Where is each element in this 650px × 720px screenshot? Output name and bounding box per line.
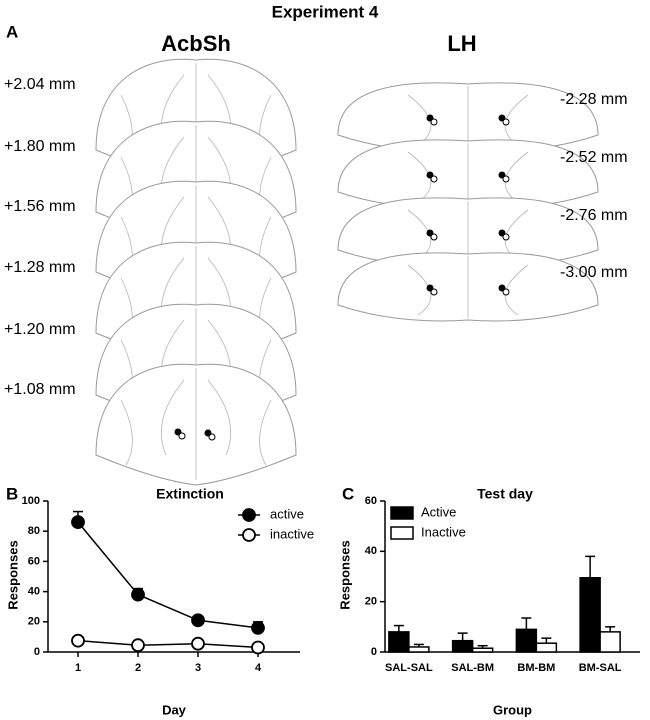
level-label: +1.56 mm bbox=[4, 198, 76, 215]
injection-site bbox=[208, 433, 216, 441]
injection-site bbox=[430, 233, 438, 241]
marker bbox=[71, 633, 85, 648]
chart-title: Test day bbox=[477, 486, 533, 502]
injection-site bbox=[502, 175, 510, 183]
x-tick-label: 2 bbox=[135, 662, 141, 674]
x-tick-label: BM-BM bbox=[517, 662, 555, 674]
legend-marker bbox=[242, 528, 256, 542]
injection-site bbox=[426, 114, 434, 122]
injection-site bbox=[430, 175, 438, 183]
chart-title: Extinction bbox=[156, 486, 224, 502]
y-tick-label: 20 bbox=[365, 596, 377, 608]
bar bbox=[599, 631, 621, 653]
injection-site bbox=[498, 114, 506, 122]
y-axis-label: Responses bbox=[337, 540, 352, 609]
marker bbox=[191, 613, 205, 628]
y-tick-label: 40 bbox=[365, 545, 377, 557]
y-tick-label: 0 bbox=[34, 646, 40, 658]
section-title: LH bbox=[447, 31, 476, 56]
injection-site bbox=[426, 171, 434, 179]
injection-site bbox=[498, 229, 506, 237]
bar bbox=[579, 577, 601, 653]
injection-site bbox=[502, 233, 510, 241]
injection-site bbox=[430, 118, 438, 126]
legend-marker bbox=[242, 508, 256, 522]
y-tick-label: 60 bbox=[365, 495, 377, 507]
figure-title: Experiment 4 bbox=[272, 2, 379, 21]
panel-label: C bbox=[342, 484, 354, 503]
bar bbox=[535, 642, 558, 653]
level-label: -3.00 mm bbox=[560, 264, 628, 281]
marker bbox=[251, 620, 265, 635]
charts: Extinction 0 20 40 60 80 100 Responses Day 1 2 3 4 ac… bbox=[5, 486, 640, 717]
legend-label: inactive bbox=[270, 526, 314, 541]
injection-site bbox=[502, 288, 510, 296]
bar bbox=[515, 628, 538, 653]
injection-site bbox=[498, 284, 506, 292]
y-tick-label: 40 bbox=[28, 586, 40, 598]
marker bbox=[191, 636, 205, 651]
x-axis-label: Day bbox=[162, 702, 187, 717]
bar bbox=[408, 646, 430, 653]
legend-swatch bbox=[390, 526, 414, 540]
x-tick-label: SAL-BM bbox=[451, 662, 494, 674]
level-label: +1.28 mm bbox=[4, 259, 76, 276]
injection-site bbox=[498, 171, 506, 179]
x-tick-label: 3 bbox=[195, 662, 201, 674]
level-label: -2.28 mm bbox=[560, 91, 628, 108]
injection-site bbox=[426, 229, 434, 237]
x-tick-label: BM-SAL bbox=[579, 662, 622, 674]
marker bbox=[131, 587, 145, 602]
legend-label: Active bbox=[421, 504, 456, 519]
contour bbox=[120, 399, 272, 466]
x-tick-label: SAL-SAL bbox=[385, 662, 433, 674]
y-tick-label: 60 bbox=[28, 555, 40, 567]
level-label: -2.76 mm bbox=[560, 207, 628, 224]
injection-site bbox=[426, 284, 434, 292]
section-title: AcbSh bbox=[161, 31, 231, 56]
series-line bbox=[77, 639, 259, 649]
y-tick-label: 0 bbox=[371, 646, 377, 658]
injection-site bbox=[204, 429, 212, 437]
injection-site bbox=[430, 288, 438, 296]
injection-site bbox=[178, 432, 186, 440]
level-label: +1.20 mm bbox=[4, 321, 76, 338]
injection-site bbox=[502, 118, 510, 126]
x-tick-label: 1 bbox=[75, 662, 81, 674]
contour bbox=[160, 379, 232, 456]
bar bbox=[451, 639, 474, 653]
legend-label: active bbox=[270, 506, 304, 521]
bar bbox=[471, 647, 494, 653]
marker bbox=[71, 515, 85, 530]
y-tick-label: 100 bbox=[22, 495, 40, 507]
y-axis-label: Responses bbox=[5, 540, 20, 609]
brain-sections: +2.04 mm +1.80 mm +1.56 mm +1.28 mm +1.20 mm… bbox=[4, 58, 628, 486]
marker bbox=[131, 638, 145, 653]
level-label: +1.08 mm bbox=[4, 381, 76, 398]
bar bbox=[388, 631, 410, 653]
series-line bbox=[77, 521, 259, 629]
x-axis-label: Group bbox=[493, 702, 532, 717]
level-label: +2.04 mm bbox=[4, 76, 76, 93]
marker bbox=[251, 640, 265, 655]
legend-swatch bbox=[390, 506, 414, 520]
legend-label: Inactive bbox=[421, 524, 466, 539]
y-tick-label: 20 bbox=[28, 616, 40, 628]
panel-label: B bbox=[6, 484, 18, 503]
y-tick-label: 80 bbox=[28, 525, 40, 537]
panel-label: A bbox=[6, 22, 18, 41]
level-label: +1.80 mm bbox=[4, 138, 76, 155]
x-tick-label: 4 bbox=[255, 662, 262, 674]
injection-site bbox=[174, 428, 182, 436]
level-label: -2.52 mm bbox=[560, 149, 628, 166]
